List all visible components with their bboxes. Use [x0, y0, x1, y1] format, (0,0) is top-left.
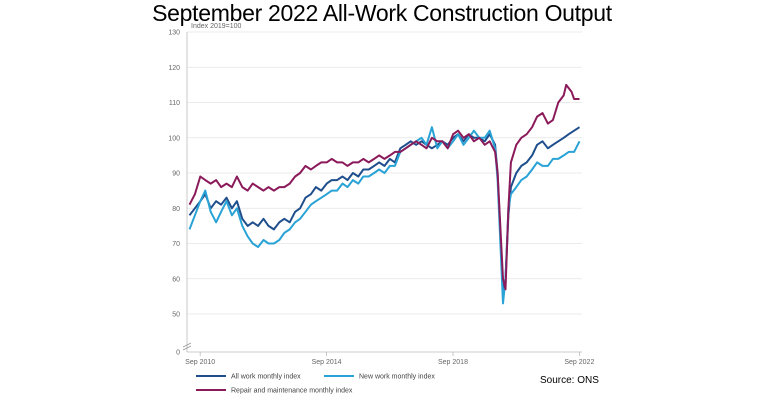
y-axis-label: Index 2019=100 [191, 23, 242, 30]
legend-label: New work monthly index [359, 374, 435, 381]
source-note: Source: ONS [540, 375, 599, 386]
legend-label: Repair and maintenance monthly index [231, 388, 353, 395]
y-tick-label: 80 [172, 206, 180, 213]
y-tick-label: 130 [168, 30, 180, 37]
y-tick-label: 60 [172, 276, 180, 283]
y-tick-label: 0 [176, 350, 180, 357]
series-line-1 [188, 126, 581, 305]
axis-break-mark [182, 342, 192, 348]
x-tick-label: Sep 2018 [438, 359, 468, 366]
axis-break-mark [182, 345, 192, 351]
legend-label: All work monthly index [231, 374, 301, 381]
y-tick-label: 100 [168, 135, 180, 142]
series-lines [188, 83, 581, 305]
page-title: September 2022 All-Work Construction Out… [152, 0, 612, 26]
series-line-2 [188, 83, 580, 291]
x-tick-label: Sep 2010 [185, 359, 215, 366]
x-tick-label: Sep 2014 [312, 359, 342, 366]
x-tick-label: Sep 2022 [564, 359, 594, 366]
series-line-0 [188, 126, 581, 294]
legend: All work monthly index New work monthly i… [196, 374, 435, 395]
y-tick-label: 70 [172, 241, 180, 248]
y-tick-label: 90 [172, 171, 180, 178]
y-tick-label: 110 [169, 100, 180, 107]
axes: 0 50 60 70 80 90 100 110 120 130 Sep 2010 Sep 2014 S… [168, 30, 594, 367]
y-tick-label: 50 [172, 312, 180, 319]
y-tick-label: 120 [168, 65, 180, 72]
